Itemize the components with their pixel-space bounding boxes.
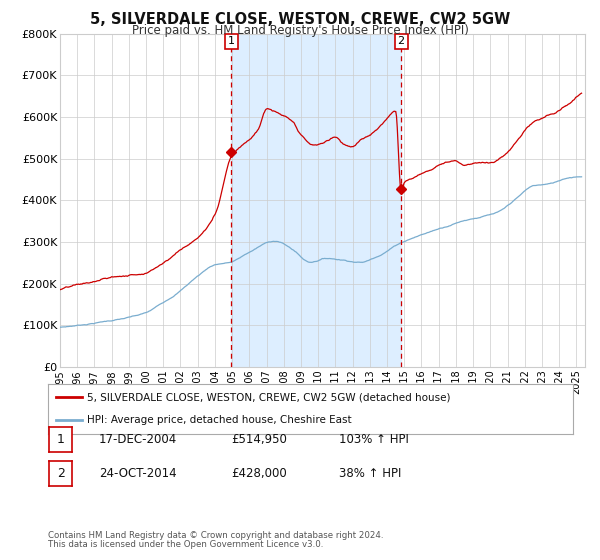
Text: 38% ↑ HPI: 38% ↑ HPI (339, 466, 401, 480)
Bar (232, 34, 401, 367)
Text: 1: 1 (56, 433, 65, 446)
Text: Contains HM Land Registry data © Crown copyright and database right 2024.: Contains HM Land Registry data © Crown c… (48, 531, 383, 540)
Text: This data is licensed under the Open Government Licence v3.0.: This data is licensed under the Open Gov… (48, 540, 323, 549)
Text: 2: 2 (398, 36, 405, 46)
Text: 103% ↑ HPI: 103% ↑ HPI (339, 433, 409, 446)
Text: HPI: Average price, detached house, Cheshire East: HPI: Average price, detached house, Ches… (88, 416, 352, 426)
Text: £514,950: £514,950 (231, 433, 287, 446)
Text: 17-DEC-2004: 17-DEC-2004 (99, 433, 177, 446)
Text: 5, SILVERDALE CLOSE, WESTON, CREWE, CW2 5GW (detached house): 5, SILVERDALE CLOSE, WESTON, CREWE, CW2 … (88, 392, 451, 402)
Text: 2: 2 (56, 466, 65, 480)
Text: 1: 1 (228, 36, 235, 46)
Text: Price paid vs. HM Land Registry's House Price Index (HPI): Price paid vs. HM Land Registry's House … (131, 24, 469, 36)
Text: 5, SILVERDALE CLOSE, WESTON, CREWE, CW2 5GW: 5, SILVERDALE CLOSE, WESTON, CREWE, CW2 … (90, 12, 510, 27)
Text: 24-OCT-2014: 24-OCT-2014 (99, 466, 176, 480)
Text: £428,000: £428,000 (231, 466, 287, 480)
